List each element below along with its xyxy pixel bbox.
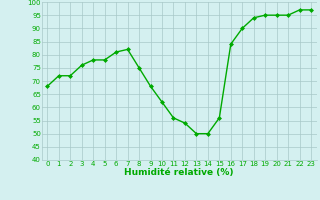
X-axis label: Humidité relative (%): Humidité relative (%)	[124, 168, 234, 177]
